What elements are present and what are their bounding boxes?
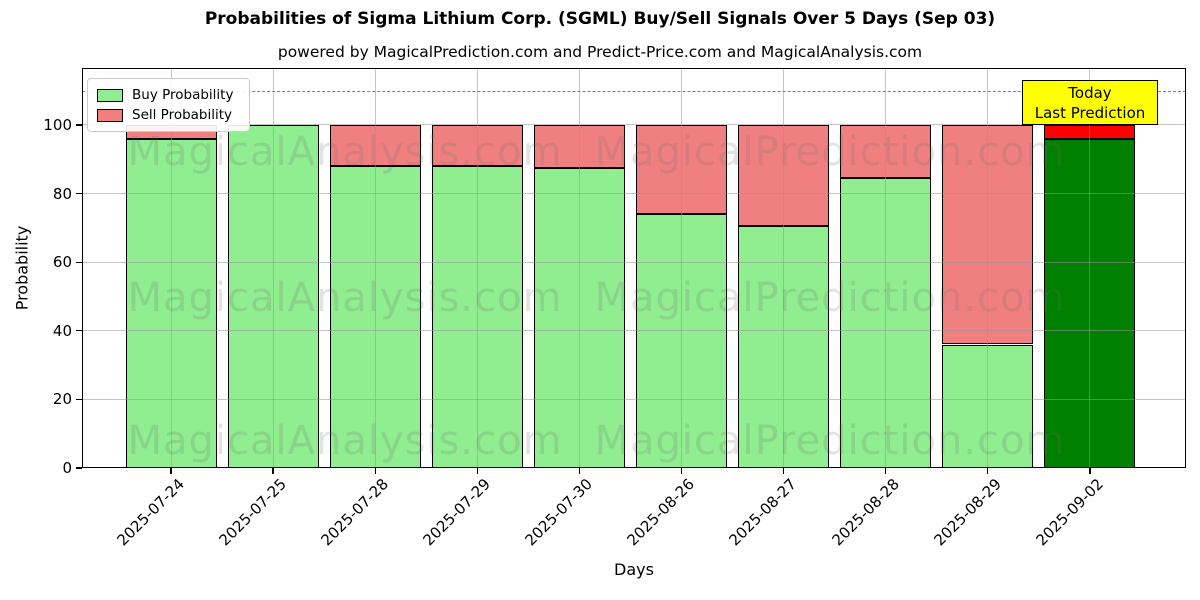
chart-title: Probabilities of Sigma Lithium Corp. (SG…	[204, 9, 996, 29]
xtick-mark-2025-08-26	[680, 468, 683, 474]
today-annotation: Today Last Prediction	[1022, 80, 1158, 125]
gridline-x-2025-09-02	[1089, 68, 1091, 468]
xtick-label-2025-07-24: 2025-07-24	[113, 475, 188, 550]
xtick-mark-2025-07-24	[170, 468, 172, 474]
xtick-label-2025-07-29: 2025-07-29	[419, 475, 495, 550]
ytick-label-20: 20	[52, 390, 72, 409]
annotation-line2: Last Prediction	[1034, 103, 1146, 122]
gridline-x-2025-07-28	[374, 68, 376, 468]
xtick-mark-2025-08-28	[885, 468, 887, 474]
watermark-right-2: MagicalPrediction.com	[594, 418, 1066, 464]
xtick-label-2025-08-28: 2025-08-28	[828, 475, 903, 550]
xtick-label-2025-08-27: 2025-08-27	[725, 475, 801, 550]
gridline-x-2025-08-26	[681, 68, 682, 468]
xtick-mark-2025-09-02	[1089, 468, 1091, 474]
dashed-threshold-line	[82, 90, 1186, 92]
xtick-label-2025-07-30: 2025-07-30	[521, 475, 597, 550]
xtick-label-2025-07-25: 2025-07-25	[215, 475, 290, 550]
ytick-label-0: 0	[62, 459, 72, 477]
ytick-label-100: 100	[43, 115, 72, 134]
sell-swatch-icon	[97, 108, 123, 122]
legend-label-buy: Buy Probability	[132, 87, 234, 103]
xtick-label-2025-09-02: 2025-09-02	[1032, 475, 1107, 550]
gridline-x-2025-07-29	[476, 68, 478, 468]
watermark-right-1: MagicalPrediction.com	[594, 275, 1066, 321]
gridline-y-100	[82, 124, 1186, 126]
legend-label-sell: Sell Probability	[132, 107, 233, 123]
gridline-y-60	[82, 261, 1186, 263]
gridline-y-40	[82, 330, 1186, 332]
xtick-mark-2025-08-29	[987, 468, 989, 474]
watermark-left-1: MagicalAnalysis.com	[127, 275, 563, 321]
xtick-label-2025-08-29: 2025-08-29	[930, 475, 1005, 550]
gridline-y-80	[82, 193, 1186, 195]
gridline-x-2025-07-30	[578, 68, 580, 468]
xtick-mark-2025-07-25	[272, 468, 274, 474]
y-axis-label: Probability	[12, 225, 32, 311]
gridline-y-20	[82, 398, 1186, 400]
xtick-label-2025-08-26: 2025-08-26	[623, 475, 699, 550]
chart-subtitle: powered by MagicalPrediction.com and Pre…	[277, 43, 923, 61]
xtick-mark-2025-08-27	[782, 468, 785, 474]
ytick-label-80: 80	[52, 184, 72, 203]
xtick-label-2025-07-28: 2025-07-28	[317, 475, 392, 550]
gridline-x-2025-08-28	[885, 68, 887, 468]
gridline-x-2025-07-24	[170, 68, 172, 468]
legend-item-buy: Buy Probability	[97, 85, 240, 105]
legend-item-sell: Sell Probability	[97, 105, 240, 125]
gridline-x-2025-08-29	[987, 68, 989, 468]
watermark-right-0: MagicalPrediction.com	[594, 129, 1066, 175]
xtick-mark-2025-07-30	[578, 468, 581, 474]
watermark-left-0: MagicalAnalysis.com	[127, 129, 563, 175]
watermark-left-2: MagicalAnalysis.com	[127, 418, 563, 464]
x-axis-label: Days	[614, 560, 654, 579]
legend: Buy Probability Sell Probability	[87, 78, 250, 132]
xtick-mark-2025-07-28	[374, 468, 376, 474]
gridline-x-2025-08-27	[783, 68, 785, 468]
annotation-line1: Today	[1068, 83, 1112, 102]
gridline-x-2025-07-25	[272, 68, 274, 468]
ytick-label-40: 40	[52, 321, 72, 340]
buy-swatch-icon	[97, 88, 123, 102]
plot-area: MagicalAnalysis.com MagicalPrediction.com…	[82, 68, 1186, 468]
xtick-mark-2025-07-29	[476, 468, 478, 474]
